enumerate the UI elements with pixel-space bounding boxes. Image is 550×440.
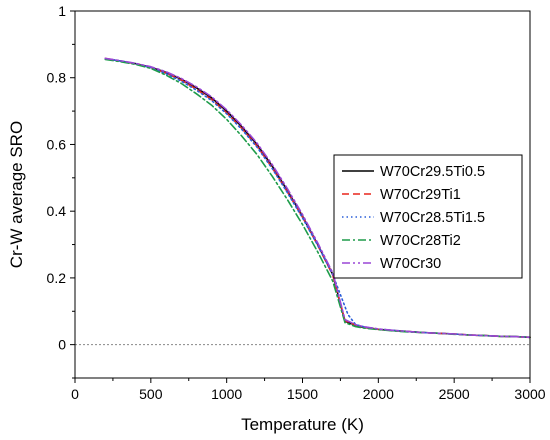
legend-label: W70Cr29.5Ti0.5: [380, 164, 485, 180]
series-layer: [104, 57, 531, 339]
y-tick-label: 0.2: [47, 270, 67, 286]
series-line: [104, 57, 531, 339]
y-tick-label: 0: [58, 337, 66, 353]
legend-label: W70Cr28.5Ti1.5: [380, 210, 485, 226]
x-tick-label: 2000: [363, 386, 394, 402]
x-tick-label: 0: [71, 386, 79, 402]
y-tick-label: 0.4: [47, 203, 67, 219]
legend: W70Cr29.5Ti0.5 W70Cr29Ti1 W70Cr28.5Ti1.5 W7…: [333, 154, 523, 279]
y-axis-title: Cr-W average SRO: [7, 121, 26, 268]
y-tick-label: 1: [58, 3, 66, 19]
tick-layer: 0 500 1000 1500 2000 2500 3000 0 0.2 0.4 0.6 0.8 1: [47, 3, 546, 402]
legend-label: W70Cr29Ti1: [380, 187, 461, 203]
y-tick-label: 0.8: [47, 70, 67, 86]
y-tick-label: 0.6: [47, 136, 67, 152]
x-tick-label: 500: [139, 386, 163, 402]
x-tick-label: 1500: [287, 386, 318, 402]
x-tick-label: 1000: [211, 386, 242, 402]
x-tick-label: 2500: [439, 386, 470, 402]
legend-label: W70Cr28Ti2: [380, 233, 461, 249]
legend-label: W70Cr30: [380, 256, 441, 272]
x-axis-title: Temperature (K): [241, 415, 364, 434]
x-tick-label: 3000: [514, 386, 545, 402]
